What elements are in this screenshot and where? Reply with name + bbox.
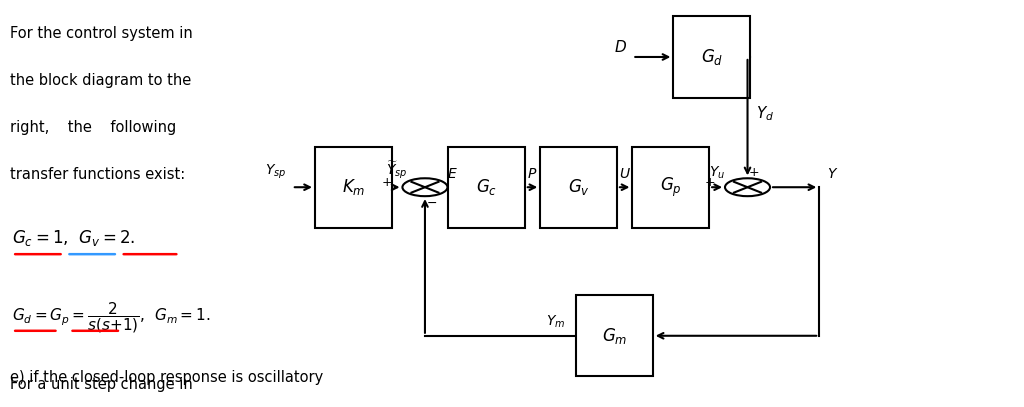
Text: $\mathit{Y_{sp}}$: $\mathit{Y_{sp}}$ [265, 163, 287, 181]
Text: $\mathit{D}$: $\mathit{D}$ [614, 39, 627, 55]
Text: $\mathit{Y_u}$: $\mathit{Y_u}$ [709, 165, 725, 181]
Text: $\mathit{Y_m}$: $\mathit{Y_m}$ [547, 313, 565, 330]
Text: $-$: $-$ [426, 196, 436, 209]
Text: e) if the closed-loop response is oscillatory: e) if the closed-loop response is oscill… [10, 370, 324, 385]
Text: $\mathit{G_m}$: $\mathit{G_m}$ [602, 326, 627, 346]
Bar [315, 147, 391, 228]
Bar [541, 147, 616, 228]
Text: right,    the    following: right, the following [10, 120, 176, 135]
Bar [575, 295, 653, 376]
Text: $G_d = G_p = \dfrac{2}{s(s{+}1)}$,  $G_m = 1$.: $G_d = G_p = \dfrac{2}{s(s{+}1)}$, $G_m … [12, 300, 211, 335]
Text: $\mathit{U}$: $\mathit{U}$ [618, 167, 631, 181]
Text: For the control system in: For the control system in [10, 26, 193, 42]
Text: +: + [382, 176, 392, 189]
Text: +: + [705, 176, 715, 189]
Text: $\mathit{G_d}$: $\mathit{G_d}$ [700, 47, 723, 67]
Text: $\mathit{G_v}$: $\mathit{G_v}$ [567, 177, 590, 197]
Text: $\widetilde{Y}_{sp}$: $\widetilde{Y}_{sp}$ [386, 160, 408, 181]
Text: transfer functions exist:: transfer functions exist: [10, 167, 185, 182]
Text: $\mathit{G_p}$: $\mathit{G_p}$ [659, 175, 682, 199]
Circle shape [402, 178, 447, 196]
Text: $\mathit{P}$: $\mathit{P}$ [527, 167, 538, 181]
Bar [633, 147, 709, 228]
Bar [449, 147, 524, 228]
Text: $\mathit{G_c}$: $\mathit{G_c}$ [476, 177, 497, 197]
Bar [674, 16, 750, 98]
Text: $\mathit{K_m}$: $\mathit{K_m}$ [342, 177, 365, 197]
Text: For a unit step change in: For a unit step change in [10, 378, 193, 392]
Text: $\mathit{Y_d}$: $\mathit{Y_d}$ [756, 105, 774, 123]
Text: $\mathit{Y}$: $\mathit{Y}$ [827, 167, 839, 181]
Text: $\mathit{E}$: $\mathit{E}$ [447, 167, 458, 181]
Text: the block diagram to the: the block diagram to the [10, 73, 191, 88]
Text: +: + [749, 166, 759, 179]
Circle shape [725, 178, 770, 196]
Text: $G_c = 1$,  $G_v = 2$.: $G_c = 1$, $G_v = 2$. [12, 228, 135, 248]
